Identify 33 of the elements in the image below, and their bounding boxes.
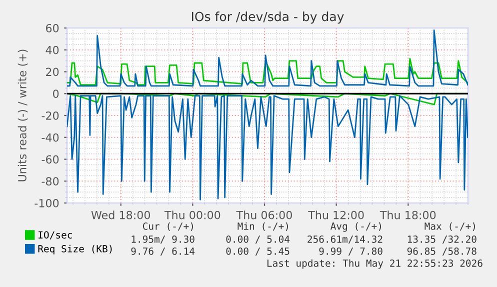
text: 9.99 / 7.80 bbox=[319, 247, 382, 256]
text: Last update: Thu May 21 22:55:23 2026 bbox=[267, 259, 482, 269]
text: Max (-/+) bbox=[424, 222, 475, 231]
y-tick-label: 20 bbox=[46, 68, 59, 76]
y-tick-label: 60 bbox=[46, 24, 59, 32]
text: 0.00 / 5.04 bbox=[226, 235, 290, 244]
legend-label: Req Size (KB) bbox=[38, 244, 112, 254]
text: Cur (-/+) bbox=[142, 222, 193, 231]
x-tick-label: Thu 12:00 bbox=[308, 210, 364, 220]
y-tick-label: 0 bbox=[53, 90, 59, 98]
line-series bbox=[67, 95, 468, 200]
y-tick-label: -80 bbox=[42, 177, 59, 186]
text: 1.95m/ 9.30 bbox=[132, 235, 194, 244]
y-tick-label: -100 bbox=[34, 198, 59, 208]
text: 9.76 / 6.14 bbox=[131, 247, 195, 256]
text: Min (-/+) bbox=[238, 222, 288, 231]
text: Avg (-/+) bbox=[330, 222, 381, 232]
chart-title: IOs for /dev/sda - by day bbox=[192, 12, 344, 24]
text: 96.85 /58.78 bbox=[407, 247, 476, 256]
y-tick-label: -40 bbox=[42, 133, 59, 142]
x-tick-label: Wed 18:00 bbox=[91, 210, 150, 220]
legend-label: IO/sec bbox=[38, 231, 72, 240]
y-axis-title: Units read (-) / write (+) bbox=[18, 50, 28, 182]
y-tick-label: -20 bbox=[42, 111, 59, 120]
y-tick-label: -60 bbox=[42, 155, 59, 164]
x-tick-label: Thu 00:00 bbox=[164, 210, 220, 220]
x-tick-label: Thu 18:00 bbox=[380, 210, 436, 220]
text: 13.35 /32.20 bbox=[408, 235, 476, 244]
text: 0.00 / 5.45 bbox=[226, 247, 290, 256]
x-tick-label: Thu 06:00 bbox=[236, 210, 292, 220]
text: 256.61m/14.32 bbox=[308, 235, 382, 244]
line-series bbox=[67, 58, 468, 86]
y-tick-label: 40 bbox=[46, 46, 59, 54]
